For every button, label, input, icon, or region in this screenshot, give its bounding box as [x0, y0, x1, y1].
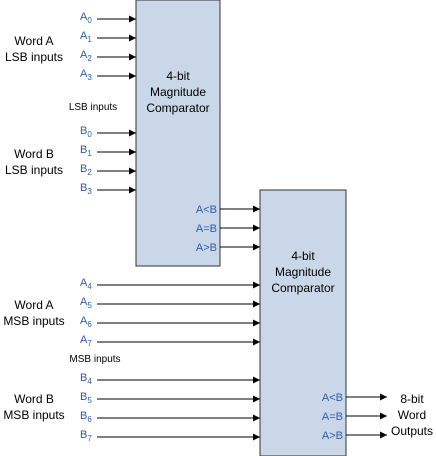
- pin-label-b1: B1: [80, 144, 92, 158]
- pin-label-a4: A4: [80, 277, 92, 291]
- word-b-msb-label-line1: Word B: [14, 392, 54, 406]
- comparator-1-output-label-0: A<B: [196, 204, 217, 216]
- pin-label-a7: A7: [80, 334, 92, 348]
- pin-label-a3: A3: [80, 68, 92, 82]
- comparator-2-output-label-2: A>B: [322, 430, 343, 442]
- comparator-2-box: [259, 189, 347, 456]
- pin-label-b4: B4: [80, 372, 92, 386]
- word-a-lsb-label-line2: LSB inputs: [5, 50, 63, 64]
- pin-label-b2: B2: [80, 163, 92, 177]
- wires-and-pins: A0 A1 A2 A3 B0 B1 B2 B3 A4 A5 A6 A7 B4 B5 B6 B7 A<B A=B A>…: [80, 11, 387, 443]
- comparator-2-output-label-1: A=B: [322, 411, 343, 423]
- comparator-2-title-line3: Comparator: [271, 281, 334, 295]
- outputs-label-line3: Outputs: [391, 424, 433, 438]
- pin-label-b0: B0: [80, 125, 92, 139]
- comparator-2-title-line2: Magnitude: [275, 265, 331, 279]
- outputs-label-line2: Word: [398, 408, 426, 422]
- comparator-1-output-label-2: A>B: [196, 242, 217, 254]
- pin-label-a6: A6: [80, 315, 92, 329]
- word-b-msb-label-line2: MSB inputs: [3, 408, 64, 422]
- comparator-1-box: [135, 0, 221, 267]
- word-a-lsb-label-line1: Word A: [14, 34, 53, 48]
- pin-label-a1: A1: [80, 30, 92, 44]
- comparator-1-title-line2: Magnitude: [150, 85, 206, 99]
- pin-label-b6: B6: [80, 410, 92, 424]
- comparator-1-output-label-1: A=B: [196, 223, 217, 235]
- word-a-msb-label-line2: MSB inputs: [3, 314, 64, 328]
- comparator-2-title-line1: 4-bit: [291, 249, 315, 263]
- comparator-1-title-line3: Comparator: [146, 101, 209, 115]
- msb-inputs-note: MSB inputs: [69, 354, 120, 365]
- word-b-lsb-label-line2: LSB inputs: [5, 163, 63, 177]
- outputs-label-line1: 8-bit: [400, 392, 424, 406]
- pin-label-a0: A0: [80, 11, 92, 25]
- pin-label-b7: B7: [80, 429, 92, 443]
- word-a-msb-label-line1: Word A: [14, 298, 53, 312]
- lsb-inputs-note: LSB inputs: [69, 102, 117, 113]
- pin-label-a5: A5: [80, 296, 92, 310]
- word-b-lsb-label-line1: Word B: [14, 147, 54, 161]
- comparator-1-title-line1: 4-bit: [166, 69, 190, 83]
- pin-label-b3: B3: [80, 182, 92, 196]
- comparator-2-output-label-0: A<B: [322, 392, 343, 404]
- pin-label-a2: A2: [80, 49, 92, 63]
- pin-label-b5: B5: [80, 391, 92, 405]
